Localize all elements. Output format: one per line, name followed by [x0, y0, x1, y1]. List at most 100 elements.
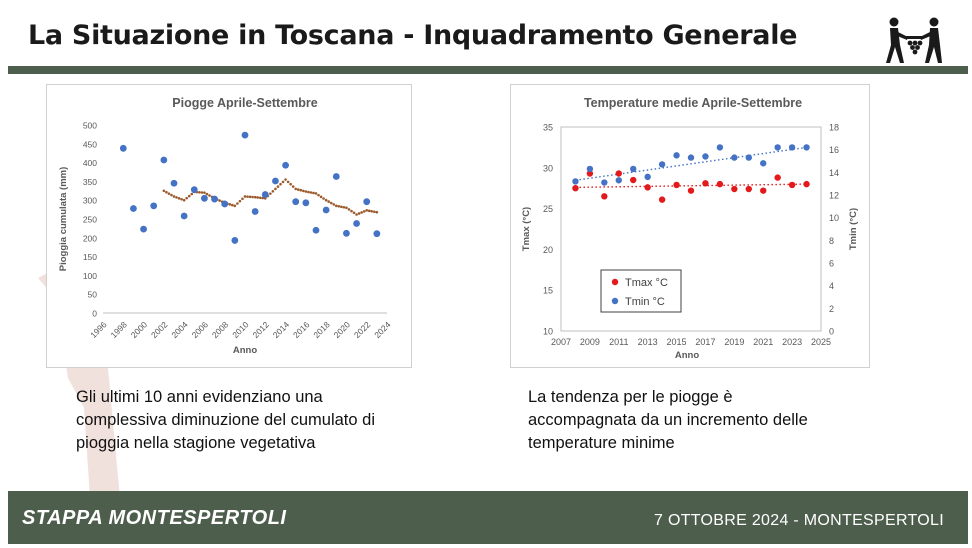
- tmin-data-point: [601, 179, 608, 186]
- tmax-data-point: [702, 180, 709, 187]
- y-tick-label: 15: [543, 286, 553, 296]
- x-axis-label: Anno: [675, 350, 699, 361]
- rain-data-point: [373, 230, 381, 238]
- tmax-data-point: [803, 180, 810, 188]
- trend-dot: [276, 185, 280, 188]
- trend-dot: [370, 209, 374, 213]
- rain-data-point: [241, 131, 249, 139]
- tmin-data-point: [774, 144, 781, 151]
- y2-tick-label: 6: [829, 259, 834, 269]
- tmax-data-point: [586, 170, 594, 177]
- tmin-data-point: [687, 154, 695, 161]
- x-tick-label: 2014: [271, 319, 292, 340]
- y-axis-label: Tmax (°C): [521, 207, 532, 251]
- x-tick-label: 2017: [695, 337, 715, 347]
- x-tick-label: 2023: [782, 337, 802, 347]
- trend-dot: [360, 211, 363, 214]
- trend-dot: [248, 195, 252, 199]
- y-tick-label: 100: [83, 271, 97, 281]
- x-tick-label: 1996: [88, 319, 109, 340]
- trend-dot: [205, 192, 209, 196]
- y-tick-label: 350: [83, 177, 97, 187]
- trend-dot: [177, 197, 181, 200]
- trend-dot: [352, 211, 356, 215]
- rain-data-point: [272, 177, 279, 185]
- rain-chart: Piogge Aprile-Settembre 0 50 100 150 200 250 30…: [46, 84, 412, 368]
- trend-dot: [327, 200, 330, 203]
- footer: STAPPA MONTESPERTOLI 7 OTTOBRE 2024 - MO…: [8, 491, 968, 544]
- tmax-data-point: [630, 176, 637, 184]
- trend-dot: [258, 196, 262, 200]
- title-bar: La Situazione in Toscana - Inquadramento…: [8, 8, 968, 66]
- trend-point: [324, 198, 328, 202]
- trend-dot: [190, 192, 194, 196]
- tmax-data-point: [673, 181, 680, 189]
- rain-data-point: [343, 229, 350, 237]
- tmax-data-point: [687, 187, 695, 194]
- rain-chart-plot: Piogge Aprile-Settembre 0 50 100 150 200 250 30…: [58, 96, 393, 356]
- x-tick-label: 2022: [352, 319, 373, 340]
- trend-dot: [218, 199, 221, 202]
- trend-dot: [347, 208, 351, 211]
- trend-point: [233, 204, 237, 208]
- legend-tmax-label: Tmax °C: [625, 277, 668, 289]
- trend-dot: [373, 210, 376, 214]
- trend-point: [253, 195, 257, 199]
- trend-dot: [271, 189, 275, 193]
- trend-dot: [337, 205, 341, 208]
- tmax-data-point: [774, 174, 781, 181]
- y-tick-label: 300: [83, 196, 97, 206]
- y-tick-label: 35: [543, 123, 553, 133]
- trend-point: [365, 209, 369, 212]
- tmin-data-point: [716, 144, 724, 151]
- x-tick-label: 2007: [551, 337, 571, 347]
- tmax-data-point: [745, 185, 752, 193]
- x-tick-label: 2010: [230, 319, 251, 340]
- trend-dot: [357, 212, 361, 215]
- trend-dot: [167, 192, 171, 195]
- rain-data-point: [231, 237, 239, 244]
- y2-axis-label: Tmin (°C): [848, 208, 859, 250]
- trend-point: [345, 206, 348, 210]
- title-divider: [8, 66, 968, 74]
- rain-data-point: [119, 144, 127, 152]
- trend-point: [284, 178, 287, 181]
- x-tick-label: 2019: [724, 337, 744, 347]
- rain-data-point: [332, 173, 340, 180]
- tmax-data-point: [644, 184, 651, 191]
- event-date-location: 7 OTTOBRE 2024 - MONTESPERTOLI: [654, 512, 944, 529]
- rain-caption: Gli ultimi 10 anni evidenziano una compl…: [76, 388, 375, 452]
- trend-line: [575, 183, 807, 189]
- trend-dot: [165, 190, 168, 194]
- trend-dot: [302, 189, 305, 193]
- trend-dot: [319, 195, 323, 199]
- tmax-data-point: [572, 185, 579, 192]
- temperature-caption: La tendenza per le piogge è accompagnata…: [528, 388, 808, 452]
- y-tick-label: 150: [83, 252, 97, 262]
- tmin-data-point: [644, 173, 651, 181]
- rain-data-point: [251, 208, 259, 215]
- legend-box: [600, 269, 682, 313]
- legend-tmax-marker: [611, 278, 619, 286]
- x-tick-label: 2020: [332, 319, 353, 340]
- x-tick-label: 2004: [169, 319, 190, 340]
- tmin-data-point: [572, 178, 579, 185]
- rain-data-point: [292, 198, 300, 206]
- y-tick-label: 500: [83, 121, 97, 131]
- trend-point: [334, 204, 338, 208]
- legend-tmin-label: Tmin °C: [625, 296, 665, 308]
- rain-data-point: [322, 206, 330, 214]
- y2-tick-label: 14: [829, 168, 839, 178]
- x-tick-label: 2013: [638, 337, 658, 347]
- y2-tick-label: 2: [829, 304, 834, 314]
- rain-data-point: [170, 179, 178, 187]
- trend-dot: [228, 203, 232, 206]
- y2-tick-label: 8: [829, 236, 834, 246]
- rain-data-point: [180, 212, 188, 220]
- event-name: STAPPA MONTESPERTOLI: [22, 507, 287, 529]
- rain-data-point: [312, 226, 320, 234]
- trend-dot: [200, 191, 204, 194]
- chart-title: Piogge Aprile-Settembre: [172, 96, 317, 110]
- grape-harvest-logo-icon: [886, 17, 942, 63]
- trend-point: [162, 189, 166, 193]
